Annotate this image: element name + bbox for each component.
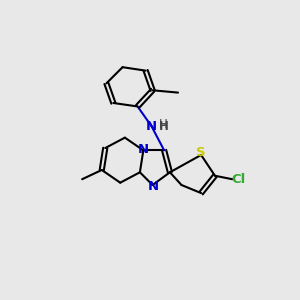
Text: H: H <box>159 120 169 133</box>
Text: Cl: Cl <box>231 173 245 186</box>
Text: N: N <box>137 143 148 156</box>
Text: N: N <box>148 180 159 193</box>
Text: N: N <box>146 120 157 133</box>
Text: H: H <box>159 118 168 131</box>
Text: S: S <box>196 146 206 159</box>
